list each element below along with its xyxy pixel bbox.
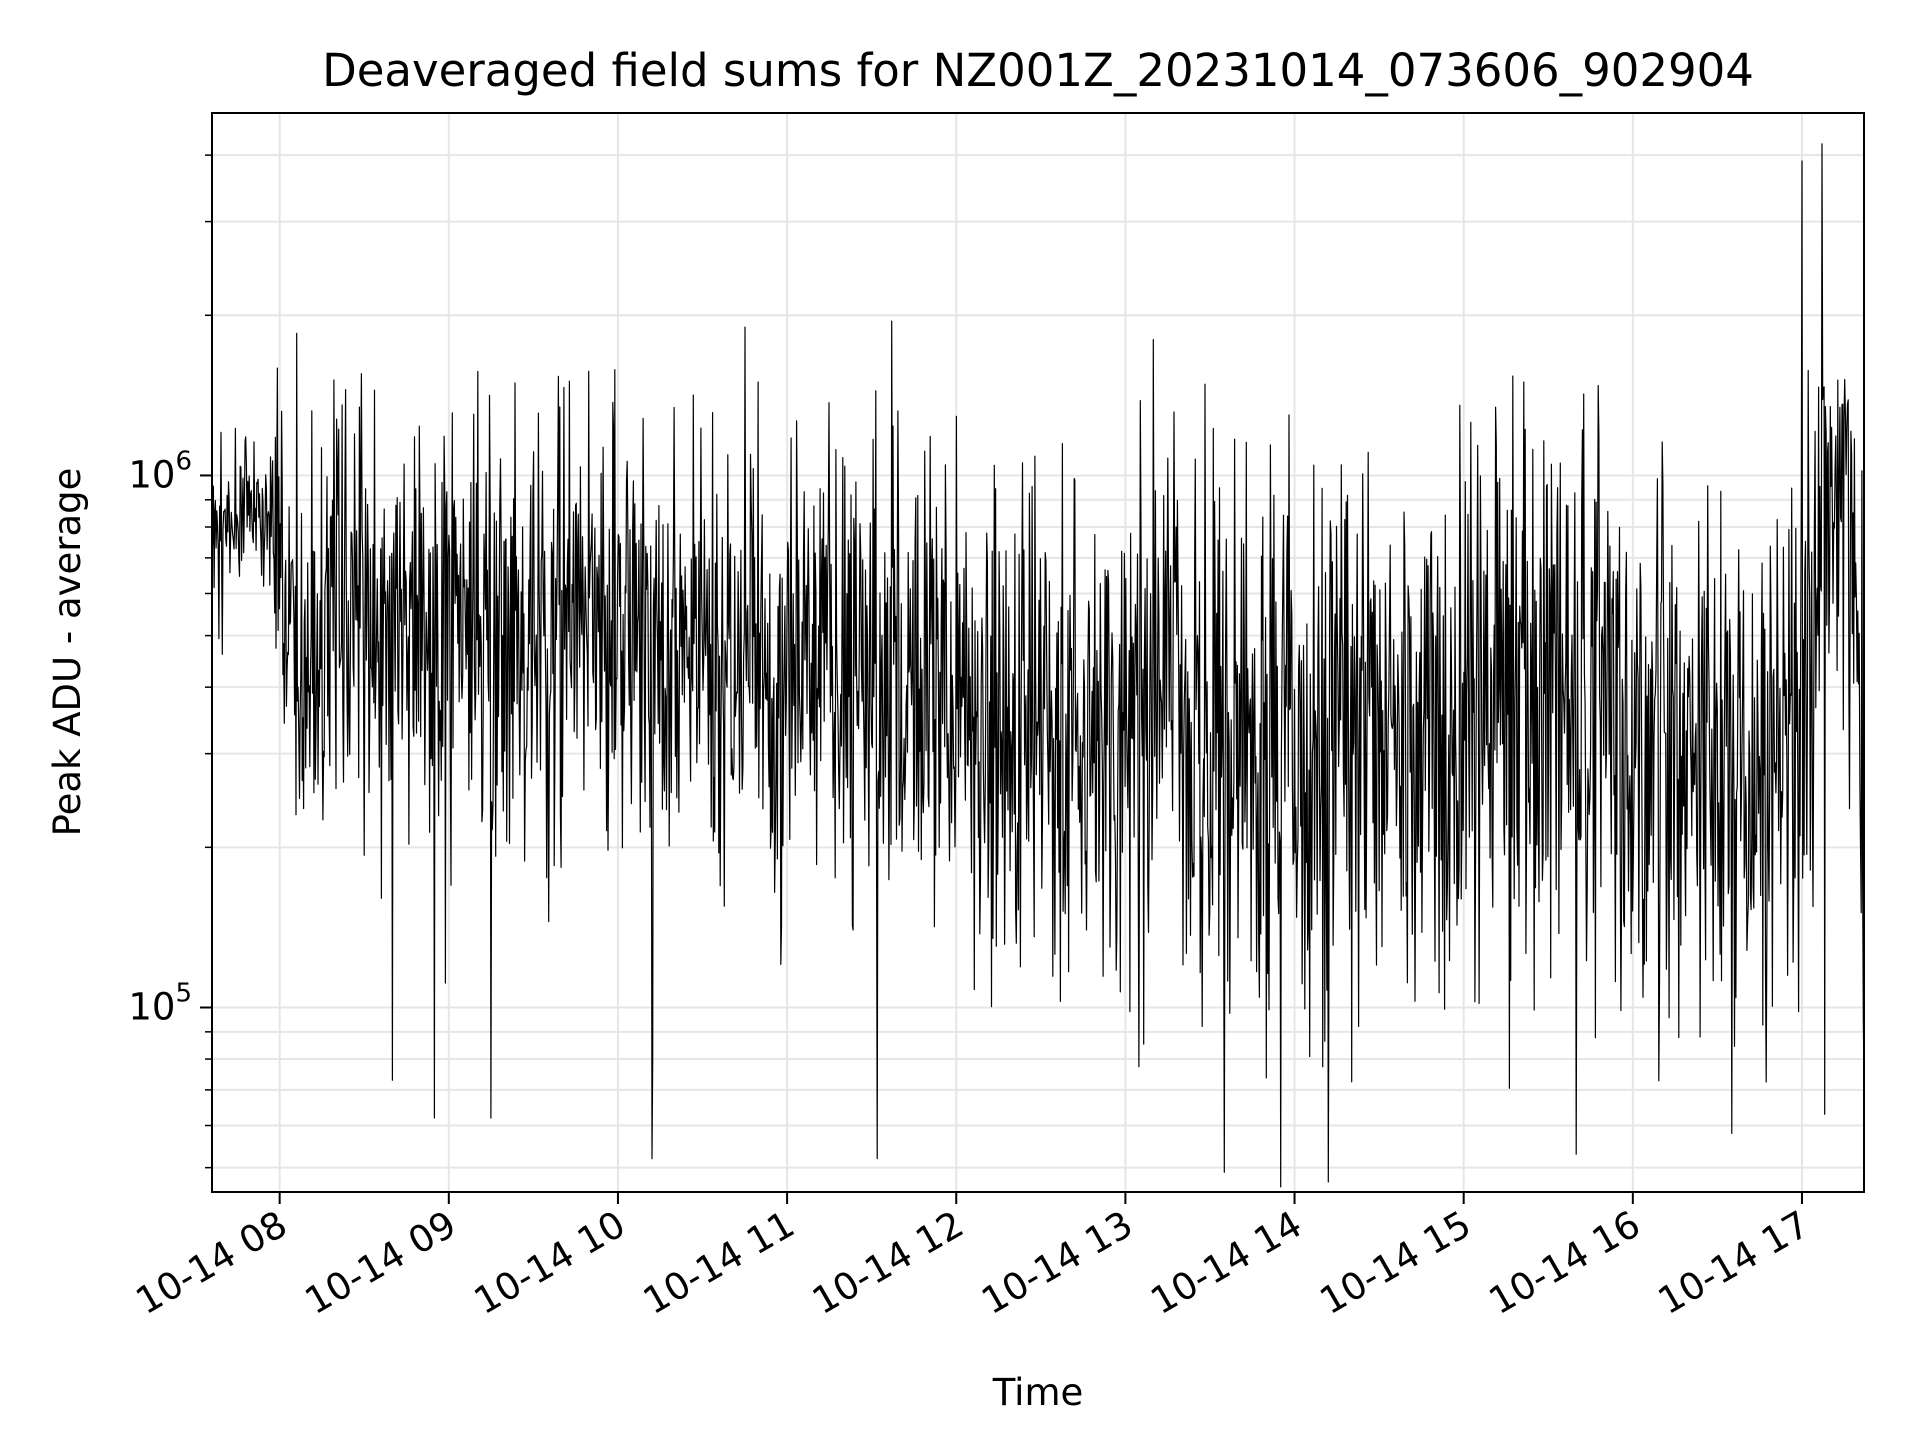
x-axis-label: Time [992, 1371, 1084, 1414]
data-line [211, 143, 1865, 1188]
y-tick-base: 10 [128, 453, 175, 496]
plot-frame [211, 112, 1865, 1193]
y-tick-base: 10 [128, 985, 175, 1028]
y-axis-label: Peak ADU - average [46, 468, 89, 837]
chart-title: Deaveraged field sums for NZ001Z_2023101… [322, 44, 1754, 97]
y-tick-label: 106 [128, 446, 192, 496]
data-series [211, 143, 1865, 1188]
y-tick-exponent: 6 [175, 446, 192, 476]
y-tick-label: 105 [128, 978, 192, 1028]
y-tick-exponent: 5 [175, 978, 192, 1008]
